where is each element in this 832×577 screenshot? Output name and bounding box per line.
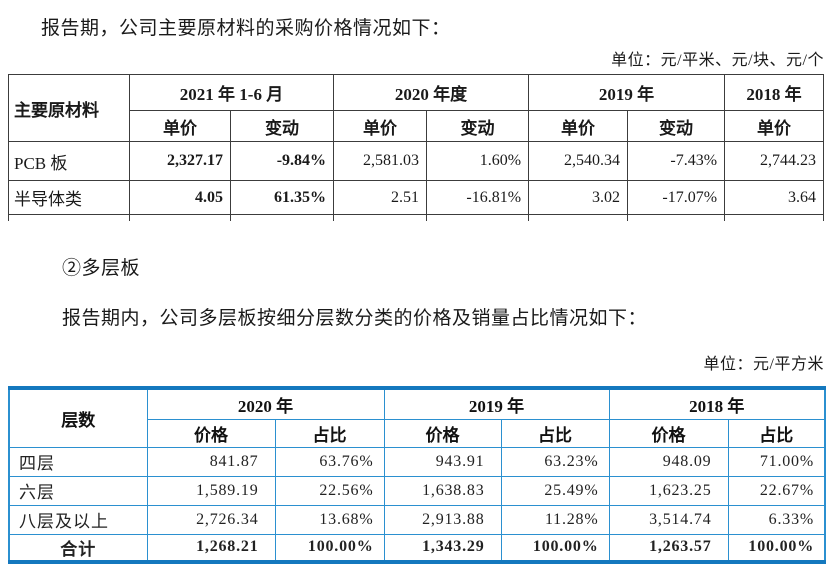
unit-label-multilayer: 单位：元/平方米 <box>703 356 824 373</box>
cell-price: 1,638.83 <box>383 475 502 506</box>
table1-sub-header-row: 单价 变动 单价 变动 单价 变动 单价 <box>9 110 825 142</box>
cell-value: 2.51 <box>333 180 428 215</box>
table2-group-2019: 2019 年 <box>383 387 610 420</box>
cell-share: 22.67% <box>727 475 826 506</box>
cell-value: 3.64 <box>724 180 825 215</box>
cell-share: 100.00% <box>500 533 610 562</box>
column-header-unit-price: 单价 <box>129 110 231 142</box>
cell-price: 948.09 <box>608 446 729 477</box>
cell-share: 100.00% <box>274 533 385 562</box>
row-label: 半导体类 <box>8 180 130 215</box>
row-label: 八层及以上 <box>8 504 148 535</box>
section-label-multilayer: ②多层板 <box>62 258 141 279</box>
column-header-price: 价格 <box>608 418 729 448</box>
cell-price: 1,623.25 <box>608 475 729 506</box>
cell-share: 71.00% <box>727 446 826 477</box>
table1-group-header-row: 主要原材料 2021 年 1-6 月 2020 年度 2019 年 2018 年 <box>8 74 825 142</box>
column-header-share: 占比 <box>500 418 610 448</box>
table1-group-2019: 2019 年 <box>528 74 726 111</box>
cell-price: 1,589.19 <box>146 475 276 506</box>
cell-share: 63.23% <box>500 446 610 477</box>
cell-value: -16.81% <box>426 180 530 215</box>
column-header-unit-price: 单价 <box>528 110 629 142</box>
column-header-change: 变动 <box>229 110 335 142</box>
cell-value: 2,744.23 <box>724 141 825 181</box>
cell-price: 841.87 <box>146 446 276 477</box>
cell-value: -7.43% <box>627 141 726 181</box>
cell-price: 1,343.29 <box>383 533 502 562</box>
cell-value: 1.60% <box>426 141 530 181</box>
cell-price: 943.91 <box>383 446 502 477</box>
cell-share: 100.00% <box>727 533 826 562</box>
column-header-change: 变动 <box>426 110 530 142</box>
multilayer-price-share-table: 层数 2020 年 2019 年 2018 年 价格 占比 价格 占比 价格 占… <box>8 386 826 564</box>
unit-label-materials: 单位：元/平米、元/块、元/个 <box>611 52 824 69</box>
row-label: PCB 板 <box>8 141 130 181</box>
cell-share: 11.28% <box>500 504 610 535</box>
table-row-eight-layer-plus: 八层及以上 2,726.34 13.68% 2,913.88 11.28% 3,… <box>8 504 826 535</box>
table-row-total: 合计 1,268.21 100.00% 1,343.29 100.00% 1,2… <box>8 533 826 562</box>
table1-group-2020: 2020 年度 <box>333 74 530 111</box>
table2-group-header-row: 层数 2020 年 2019 年 2018 年 <box>8 387 826 448</box>
table2-corner-header: 层数 <box>8 387 148 448</box>
cell-share: 25.49% <box>500 475 610 506</box>
column-header-unit-price: 单价 <box>724 110 825 142</box>
table2-group-2018: 2018 年 <box>608 387 826 420</box>
paragraph-materials-intro: 报告期，公司主要原材料的采购价格情况如下： <box>41 18 451 39</box>
table-row-four-layer: 四层 841.87 63.76% 943.91 63.23% 948.09 71… <box>8 446 826 477</box>
table-row-six-layer: 六层 1,589.19 22.56% 1,638.83 25.49% 1,623… <box>8 475 826 506</box>
cell-price: 2,913.88 <box>383 504 502 535</box>
column-header-change: 变动 <box>627 110 726 142</box>
paragraph-multilayer-intro: 报告期内，公司多层板按细分层数分类的价格及销量占比情况如下： <box>62 308 648 329</box>
column-header-share: 占比 <box>274 418 385 448</box>
cell-value: 2,327.17 <box>129 141 231 181</box>
row-label: 六层 <box>8 475 148 506</box>
table1-group-2018: 2018 年 <box>724 74 825 111</box>
cell-price: 1,268.21 <box>146 533 276 562</box>
row-label-total: 合计 <box>8 533 148 562</box>
materials-price-table: 主要原材料 2021 年 1-6 月 2020 年度 2019 年 2018 年… <box>8 74 825 221</box>
cell-value: 2,581.03 <box>333 141 428 181</box>
column-header-share: 占比 <box>727 418 826 448</box>
cell-value: 2,540.34 <box>528 141 629 181</box>
table2-sub-header-row: 价格 占比 价格 占比 价格 占比 <box>9 418 826 448</box>
row-label: 四层 <box>8 446 148 477</box>
cell-price: 3,514.74 <box>608 504 729 535</box>
column-header-unit-price: 单价 <box>333 110 428 142</box>
cell-value: 61.35% <box>229 180 335 215</box>
cell-share: 22.56% <box>274 475 385 506</box>
cell-value: 3.02 <box>528 180 629 215</box>
column-header-price: 价格 <box>383 418 502 448</box>
cell-value: -9.84% <box>229 141 335 181</box>
cell-value: -17.07% <box>627 180 726 215</box>
cell-share: 6.33% <box>727 504 826 535</box>
table-row-semiconductor: 半导体类 4.05 61.35% 2.51 -16.81% 3.02 -17.0… <box>8 180 825 215</box>
cell-price: 2,726.34 <box>146 504 276 535</box>
cell-price: 1,263.57 <box>608 533 729 562</box>
table1-corner-header: 主要原材料 <box>8 74 130 142</box>
cell-share: 13.68% <box>274 504 385 535</box>
column-header-price: 价格 <box>146 418 276 448</box>
table1-group-2021: 2021 年 1-6 月 <box>128 74 335 111</box>
cell-value: 4.05 <box>129 180 231 215</box>
table1-cropped-row <box>8 214 825 221</box>
table2-group-2020: 2020 年 <box>146 387 385 420</box>
cell-share: 63.76% <box>274 446 385 477</box>
table-row-pcb: PCB 板 2,327.17 -9.84% 2,581.03 1.60% 2,5… <box>8 141 825 181</box>
